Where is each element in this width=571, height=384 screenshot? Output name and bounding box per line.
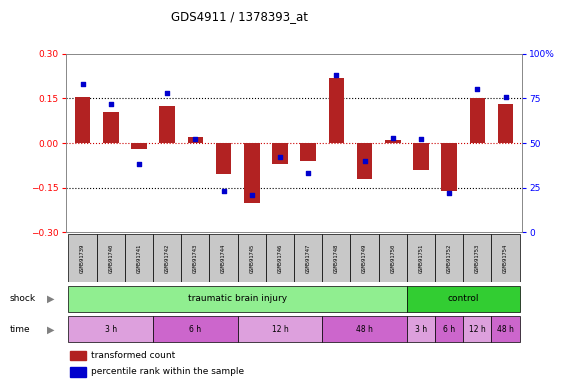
Text: control: control — [448, 294, 479, 303]
Text: GSM591746: GSM591746 — [278, 243, 283, 273]
Point — [445, 190, 454, 196]
Text: shock: shock — [10, 294, 36, 303]
Bar — [69, 316, 153, 342]
Text: GSM591752: GSM591752 — [447, 243, 452, 273]
Point — [473, 86, 482, 93]
Bar — [266, 234, 294, 282]
Text: GSM591745: GSM591745 — [250, 243, 254, 273]
Bar — [441, 143, 457, 191]
Text: 48 h: 48 h — [497, 325, 514, 334]
Text: GSM591744: GSM591744 — [221, 243, 226, 273]
Point — [106, 101, 115, 107]
Text: percentile rank within the sample: percentile rank within the sample — [91, 367, 244, 376]
Text: 12 h: 12 h — [272, 325, 288, 334]
Bar — [385, 140, 400, 143]
Bar — [75, 97, 90, 143]
Bar — [435, 234, 463, 282]
Bar — [492, 316, 520, 342]
Text: GSM591741: GSM591741 — [136, 243, 142, 273]
Bar — [103, 112, 119, 143]
Text: GSM591740: GSM591740 — [108, 243, 113, 273]
Bar — [328, 78, 344, 143]
Text: GSM591751: GSM591751 — [419, 243, 424, 273]
Bar — [238, 316, 322, 342]
Text: 6 h: 6 h — [190, 325, 202, 334]
Bar — [498, 104, 513, 143]
Bar — [463, 234, 492, 282]
Point — [78, 81, 87, 87]
Text: ▶: ▶ — [46, 324, 54, 334]
Bar — [159, 106, 175, 143]
Text: GSM591753: GSM591753 — [475, 243, 480, 273]
Bar — [407, 316, 435, 342]
Bar — [469, 98, 485, 143]
Point — [501, 94, 510, 100]
Text: GSM591747: GSM591747 — [305, 243, 311, 273]
Bar — [407, 286, 520, 311]
Bar — [492, 234, 520, 282]
Bar — [69, 286, 407, 311]
Bar — [322, 316, 407, 342]
Bar — [413, 143, 429, 170]
Text: traumatic brain injury: traumatic brain injury — [188, 294, 287, 303]
Text: ▶: ▶ — [46, 294, 54, 304]
Text: 48 h: 48 h — [356, 325, 373, 334]
Text: GSM591742: GSM591742 — [164, 243, 170, 273]
Bar — [407, 234, 435, 282]
Bar — [379, 234, 407, 282]
Text: 6 h: 6 h — [443, 325, 455, 334]
Text: GSM591749: GSM591749 — [362, 243, 367, 273]
Bar — [272, 143, 288, 164]
Bar — [351, 234, 379, 282]
Bar — [216, 143, 231, 174]
Point — [360, 158, 369, 164]
Bar — [188, 137, 203, 143]
Point — [219, 188, 228, 194]
Bar — [357, 143, 372, 179]
Bar — [210, 234, 238, 282]
Point — [332, 72, 341, 78]
Point — [134, 161, 143, 167]
Text: transformed count: transformed count — [91, 351, 175, 360]
Point — [416, 136, 425, 142]
Text: 3 h: 3 h — [415, 325, 427, 334]
Bar — [181, 234, 210, 282]
Bar — [322, 234, 351, 282]
Bar — [96, 234, 125, 282]
Bar — [153, 316, 238, 342]
Text: GSM591750: GSM591750 — [390, 243, 395, 273]
Bar — [300, 143, 316, 161]
Text: GDS4911 / 1378393_at: GDS4911 / 1378393_at — [171, 10, 308, 23]
Point — [275, 154, 284, 161]
Text: GSM591739: GSM591739 — [80, 243, 85, 273]
Text: time: time — [10, 325, 30, 334]
Point — [247, 192, 256, 198]
Bar — [70, 367, 86, 377]
Bar — [463, 316, 492, 342]
Point — [191, 136, 200, 142]
Bar — [70, 351, 86, 360]
Text: GSM591754: GSM591754 — [503, 243, 508, 273]
Bar — [294, 234, 322, 282]
Text: GSM591748: GSM591748 — [334, 243, 339, 273]
Bar — [435, 316, 463, 342]
Text: GSM591743: GSM591743 — [193, 243, 198, 273]
Bar — [238, 234, 266, 282]
Bar — [125, 234, 153, 282]
Text: 3 h: 3 h — [104, 325, 117, 334]
Bar — [244, 143, 260, 203]
Bar — [131, 143, 147, 149]
Point — [304, 170, 313, 177]
Bar — [69, 234, 96, 282]
Bar — [153, 234, 181, 282]
Point — [388, 135, 397, 141]
Point — [163, 90, 172, 96]
Text: 12 h: 12 h — [469, 325, 486, 334]
